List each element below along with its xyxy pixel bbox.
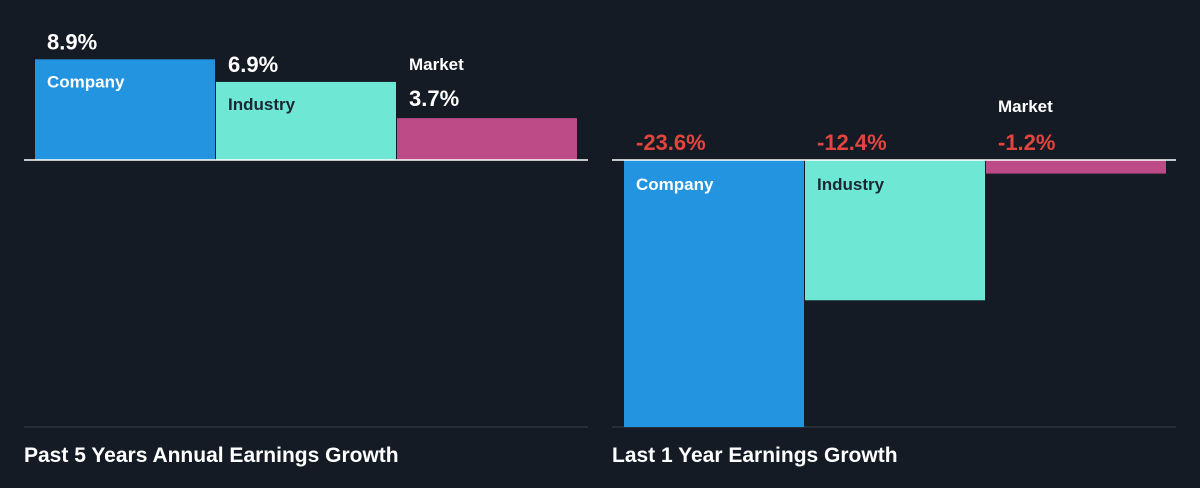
category-label-last-1-year-industry: Industry (817, 175, 885, 194)
bar-past-5-years-company (35, 59, 215, 160)
category-label-past-5-years-company: Company (47, 72, 125, 91)
bar-last-1-year-company (624, 160, 804, 427)
value-label-past-5-years-market: 3.7% (409, 86, 459, 111)
value-label-last-1-year-industry: -12.4% (817, 130, 887, 155)
bar-last-1-year-industry (805, 160, 985, 301)
category-label-last-1-year-market: Market (998, 97, 1053, 116)
value-label-past-5-years-company: 8.9% (47, 29, 97, 54)
category-label-past-5-years-industry: Industry (228, 95, 296, 114)
bar-last-1-year-market (986, 160, 1166, 174)
value-label-past-5-years-industry: 6.9% (228, 52, 278, 77)
value-label-last-1-year-company: -23.6% (636, 130, 706, 155)
value-label-last-1-year-market: -1.2% (998, 130, 1055, 155)
bar-past-5-years-market (397, 118, 577, 160)
bar-past-5-years-industry (216, 81, 396, 160)
chart-title-past-5-years: Past 5 Years Annual Earnings Growth (24, 444, 399, 467)
category-label-past-5-years-market: Market (409, 55, 464, 74)
category-label-last-1-year-company: Company (636, 175, 714, 194)
chart-title-last-1-year: Last 1 Year Earnings Growth (612, 444, 898, 467)
